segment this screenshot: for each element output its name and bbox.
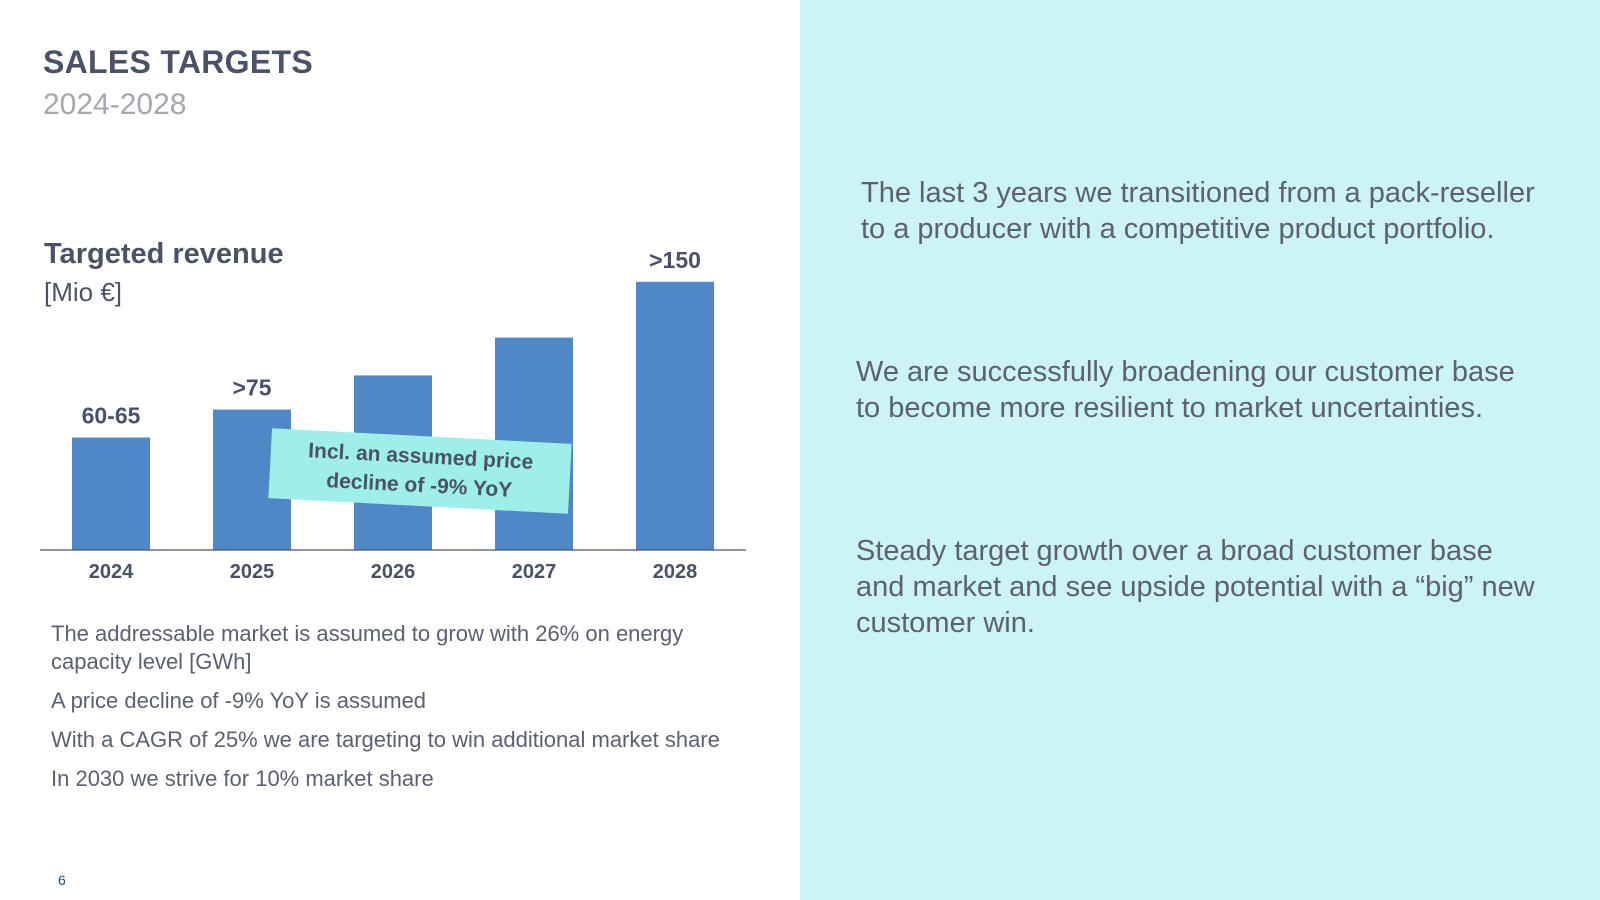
bar-2024 [72, 437, 150, 550]
data-label-2025: >75 [232, 375, 271, 401]
left-panel: SALES TARGETS 2024-2028 Targeted revenue… [40, 44, 751, 888]
statement-customer-base: We are successfully broadening our custo… [856, 356, 1515, 424]
revenue-bar-chart: 60-65 2024 >75 2025 2026 2027 >150 2028 [40, 247, 746, 583]
x-tick-label-2025: 2025 [230, 561, 275, 583]
chart-title: Targeted revenue [44, 238, 284, 270]
assumption-item: In 2030 we strive for 10% market share [51, 766, 434, 791]
x-tick-label-2027: 2027 [512, 561, 557, 583]
page-number: 6 [58, 872, 66, 888]
x-tick-label-2024: 2024 [89, 561, 134, 583]
page-title: SALES TARGETS [43, 44, 313, 80]
assumption-list: The addressable market is assumed to gro… [51, 620, 751, 804]
x-tick-label-2026: 2026 [371, 561, 416, 583]
chart-unit: [Mio €] [44, 277, 123, 307]
x-tick-label-2028: 2028 [653, 561, 698, 583]
data-label-2024: 60-65 [82, 403, 141, 429]
bar-2028 [636, 281, 714, 550]
assumption-item: The addressable market is assumed to gro… [51, 621, 684, 674]
assumption-item: With a CAGR of 25% we are targeting to w… [51, 727, 720, 752]
right-panel [800, 0, 1600, 900]
data-label-2028: >150 [649, 247, 701, 273]
assumption-item: A price decline of -9% YoY is assumed [51, 688, 427, 713]
statement-growth: Steady target growth over a broad custom… [856, 535, 1535, 639]
statement-transition: The last 3 years we transitioned from a … [861, 177, 1535, 245]
page-subtitle: 2024-2028 [43, 88, 187, 121]
